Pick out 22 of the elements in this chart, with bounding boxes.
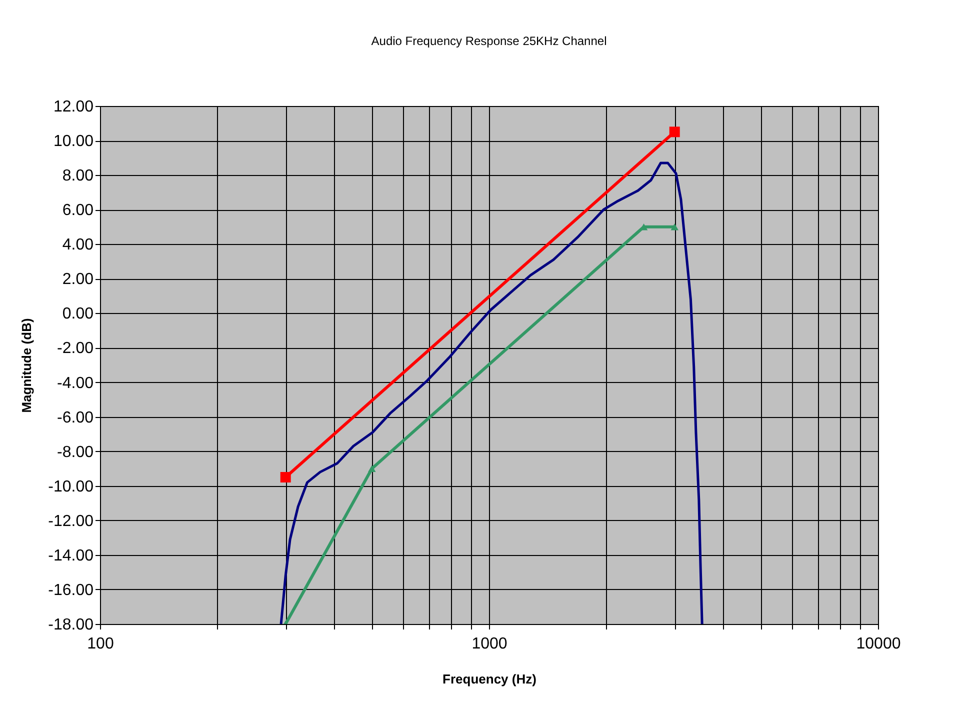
y-tick-label: 6.00 (62, 202, 94, 220)
y-tick-label: 12.00 (53, 98, 94, 116)
x-tick-label: 1000 (472, 636, 508, 652)
y-tick-label: 0.00 (62, 306, 94, 323)
y-tick-label: -4.00 (57, 374, 94, 392)
x-axis-title: Frequency (Hz) (442, 672, 536, 686)
y-tick-label: -14.00 (48, 547, 94, 564)
y-tick-label: -18.00 (48, 616, 94, 634)
y-tick-label: -12.00 (48, 512, 94, 530)
x-tick-label: 10000 (856, 636, 901, 652)
y-tick-label: -8.00 (57, 444, 94, 461)
y-tick-label: 10.00 (53, 133, 94, 150)
y-tick-label: -10.00 (48, 478, 94, 496)
y-axis-title: Magnitude (dB) (19, 318, 34, 413)
y-tick-label: 8.00 (62, 168, 94, 185)
chart-title: Audio Frequency Response 25KHz Channel (371, 34, 607, 48)
y-tick-label: -16.00 (48, 582, 94, 599)
y-tick-label: 4.00 (62, 236, 94, 254)
y-tick-label: -6.00 (57, 409, 94, 426)
x-tick-label: 100 (87, 636, 114, 652)
y-tick-label: -2.00 (57, 340, 94, 358)
y-tick-label: 2.00 (62, 271, 94, 288)
